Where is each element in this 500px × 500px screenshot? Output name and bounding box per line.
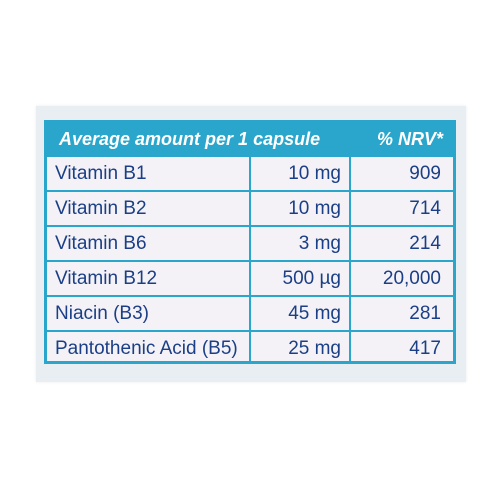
nutrient-amount: 25 mg <box>288 338 341 359</box>
nutrient-amount: 10 mg <box>288 198 341 219</box>
nutrient-name: Pantothenic Acid (B5) <box>55 338 238 359</box>
table-row: Niacin (B3) 45 mg 281 <box>47 295 453 330</box>
nutrient-amount: 10 mg <box>288 163 341 184</box>
nutrient-nrv: 714 <box>409 198 441 219</box>
nutrient-name: Vitamin B12 <box>55 268 158 289</box>
table-row: Vitamin B12 500 µg 20,000 <box>47 260 453 295</box>
nutrient-nrv: 214 <box>409 233 441 254</box>
column-divider <box>349 155 351 361</box>
nutrient-nrv: 909 <box>409 163 441 184</box>
table-header: Average amount per 1 capsule % NRV* <box>47 123 453 155</box>
nrv-column-header: % NRV* <box>376 129 443 149</box>
nutrient-nrv: 20,000 <box>382 268 441 289</box>
table-row: Vitamin B2 10 mg 714 <box>47 190 453 225</box>
nutrient-name: Vitamin B1 <box>55 163 147 184</box>
amount-column-header: Average amount per 1 capsule <box>59 129 321 149</box>
nutrient-amount: 45 mg <box>288 303 341 324</box>
nutrient-amount: 3 mg <box>298 233 341 254</box>
nutrient-name: Vitamin B2 <box>55 198 147 219</box>
table-row: Vitamin B6 3 mg 214 <box>47 225 453 260</box>
table-row: Pantothenic Acid (B5) 25 mg 417 <box>47 330 453 365</box>
column-divider <box>249 155 251 361</box>
nutrient-amount: 500 µg <box>282 268 342 289</box>
nutrient-nrv: 281 <box>409 303 441 324</box>
nutrition-table: Average amount per 1 capsule % NRV* Vita… <box>44 120 456 364</box>
product-label: Average amount per 1 capsule % NRV* Vita… <box>36 106 466 382</box>
nutrient-name: Niacin (B3) <box>55 303 149 324</box>
nutrient-nrv: 417 <box>409 338 441 359</box>
nutrient-name: Vitamin B6 <box>55 233 147 254</box>
table-row: Vitamin B1 10 mg 909 <box>47 155 453 190</box>
